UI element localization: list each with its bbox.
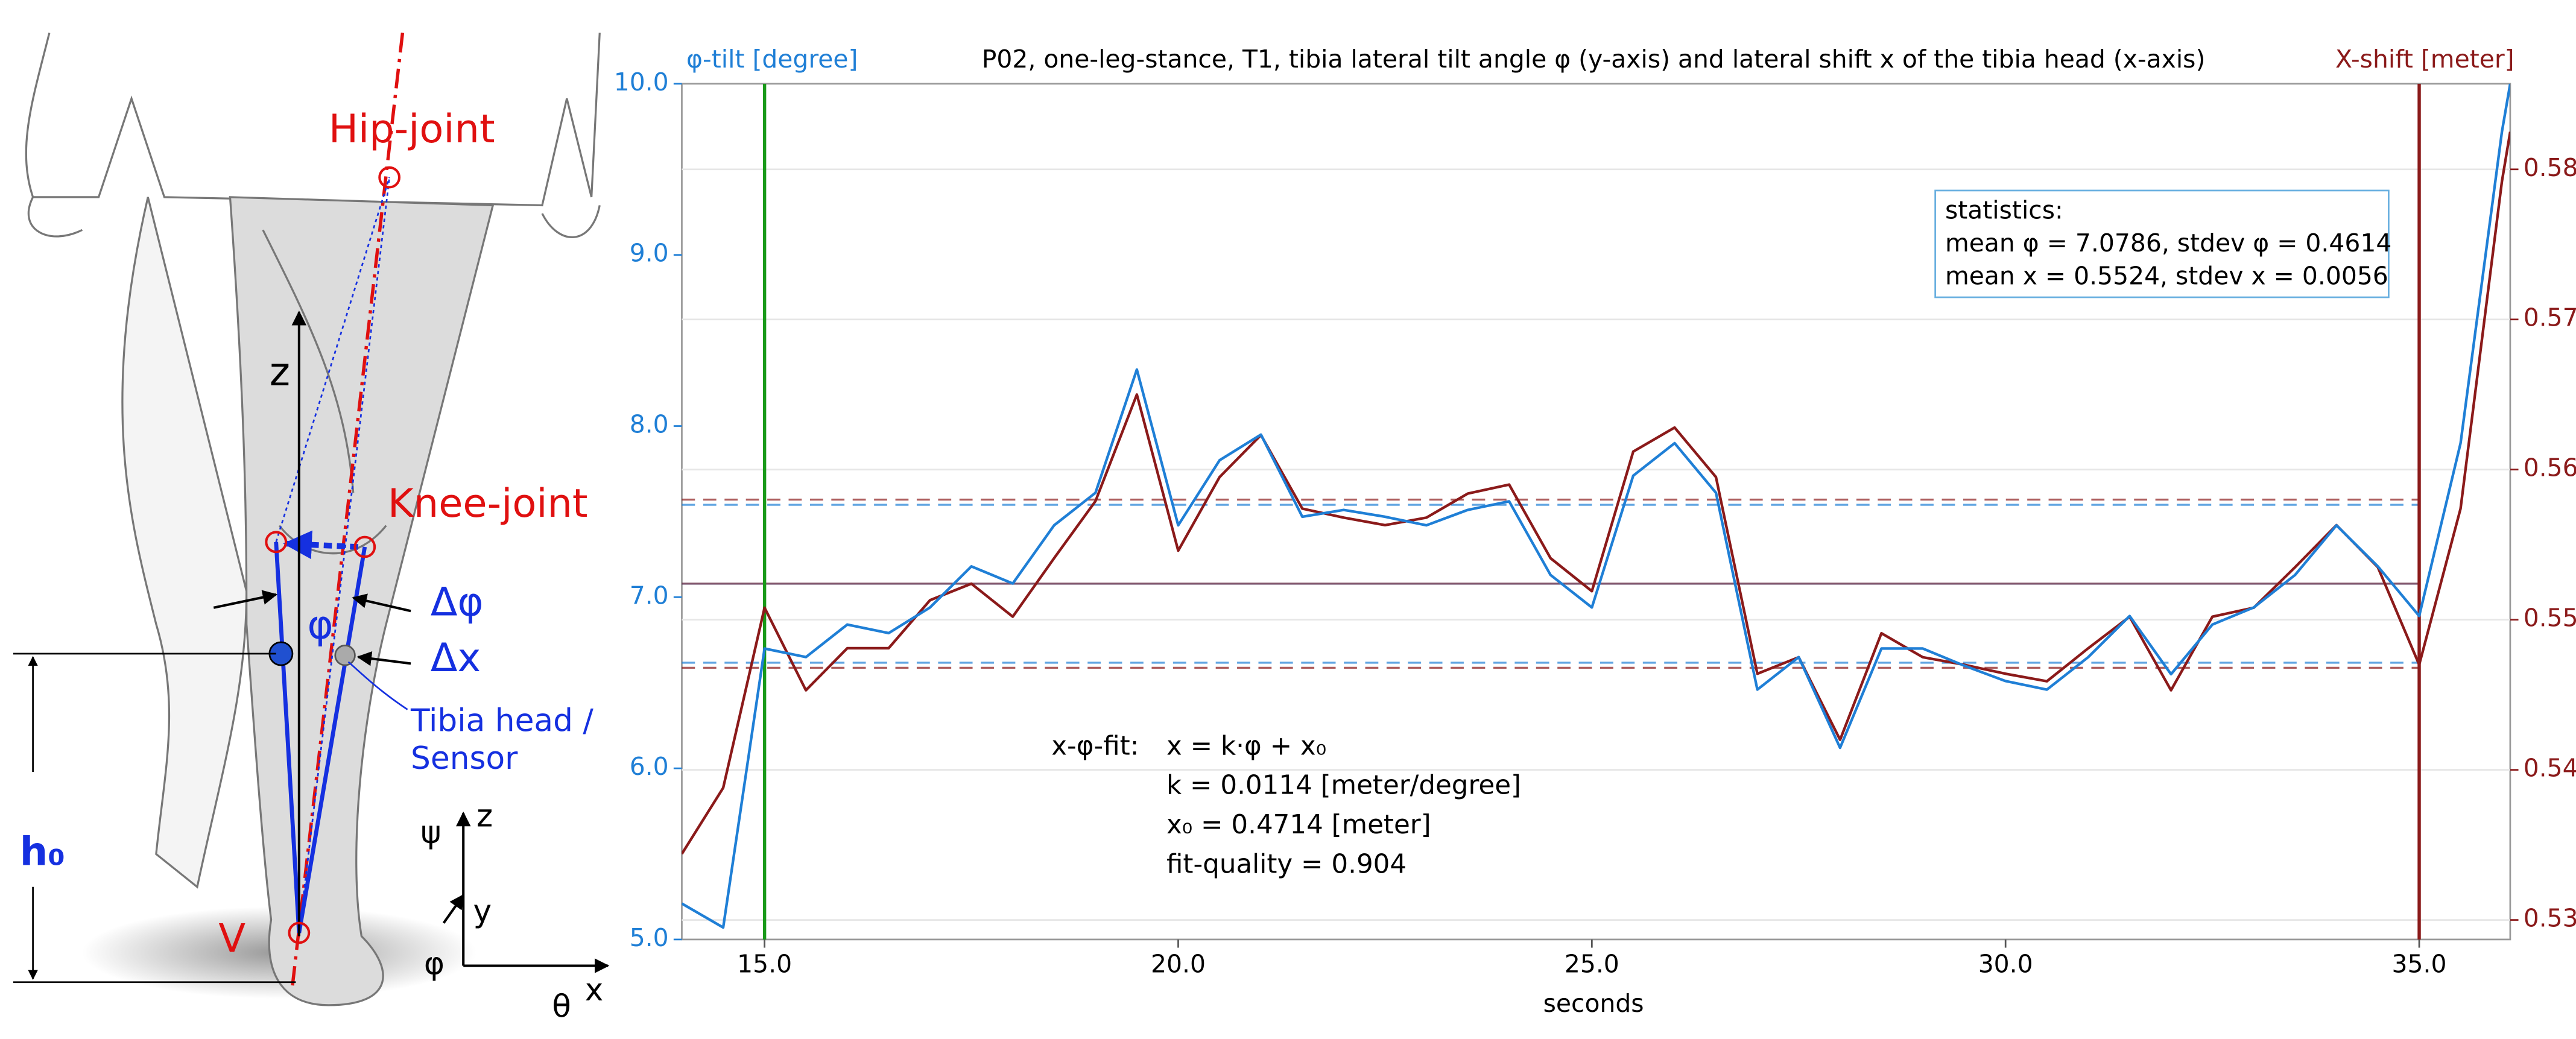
- chart-title: P02, one-leg-stance, T1, tibia lateral t…: [982, 45, 2206, 74]
- fit-text: x₀ = 0.4714 [meter]: [1166, 810, 1431, 840]
- y-tick-label: 9.0: [630, 239, 669, 268]
- y-axis-title: φ-tilt [degree]: [686, 45, 858, 74]
- statistics-text: mean x = 0.5524, stdev x = 0.0056: [1945, 261, 2388, 290]
- sensor-label: Tibia head /: [410, 703, 593, 739]
- data-line: [682, 131, 2510, 855]
- knee-label: Knee-joint: [388, 481, 588, 526]
- y-tick-label: 8.0: [630, 410, 669, 439]
- plot-frame: [681, 83, 2511, 941]
- v-label: V: [218, 916, 245, 962]
- axis-y-label: y: [473, 893, 492, 929]
- fit-text: x = k·φ + x₀: [1166, 731, 1326, 761]
- x-tick-label: 30.0: [1978, 950, 2033, 979]
- dphi-label: Δφ: [431, 579, 484, 625]
- h0-label: h₀: [20, 829, 65, 874]
- y-tick-label: 5.0: [630, 923, 669, 952]
- fit-text: k = 0.0114 [meter/degree]: [1166, 771, 1521, 801]
- y-tick-label: 6.0: [630, 752, 669, 781]
- fit-text: fit-quality = 0.904: [1166, 849, 1407, 879]
- diagram-labels: Hip-joint Knee-joint z φ Δφ Δx Tibia hea…: [20, 106, 604, 1025]
- statistics-text: statistics:: [1945, 195, 2063, 224]
- y2-axis-title: X-shift [meter]: [2335, 45, 2514, 74]
- sensor-label: Sensor: [411, 741, 518, 777]
- statistics-box: [1934, 189, 2390, 298]
- y2-tick-label: 0.58: [2524, 153, 2576, 182]
- plot-area: [682, 83, 2510, 940]
- y-tick-label: 7.0: [630, 581, 669, 610]
- x-axis-title: seconds: [1543, 989, 1644, 1018]
- y2-tick-label: 0.54: [2524, 754, 2576, 783]
- dx-label: Δx: [431, 635, 481, 681]
- z-label: z: [270, 349, 290, 395]
- x-tick-label: 15.0: [737, 950, 792, 979]
- fit-label: x-φ-fit:: [1051, 731, 1139, 761]
- phi-label: φ: [307, 602, 333, 648]
- axis-x-label: x: [585, 972, 604, 1008]
- leg-geometry: [13, 33, 610, 986]
- data-line: [682, 83, 2510, 929]
- y2-tick-label: 0.57: [2524, 303, 2576, 332]
- hip-label: Hip-joint: [329, 106, 495, 152]
- y-tick-label: 10.0: [614, 68, 669, 96]
- axis-z-label: z: [476, 798, 493, 834]
- statistics-text: mean φ = 7.0786, stdev φ = 0.4614: [1945, 229, 2391, 257]
- theta-label: θ: [552, 988, 571, 1025]
- x-tick-label: 20.0: [1151, 950, 1206, 979]
- psi-label: ψ: [420, 815, 441, 851]
- y2-tick-label: 0.56: [2524, 453, 2576, 482]
- y2-tick-label: 0.53: [2524, 904, 2576, 933]
- x-tick-label: 35.0: [2392, 950, 2447, 979]
- axis-phi-label: φ: [424, 946, 445, 982]
- x-tick-label: 25.0: [1565, 950, 1619, 979]
- y2-tick-label: 0.55: [2524, 604, 2576, 633]
